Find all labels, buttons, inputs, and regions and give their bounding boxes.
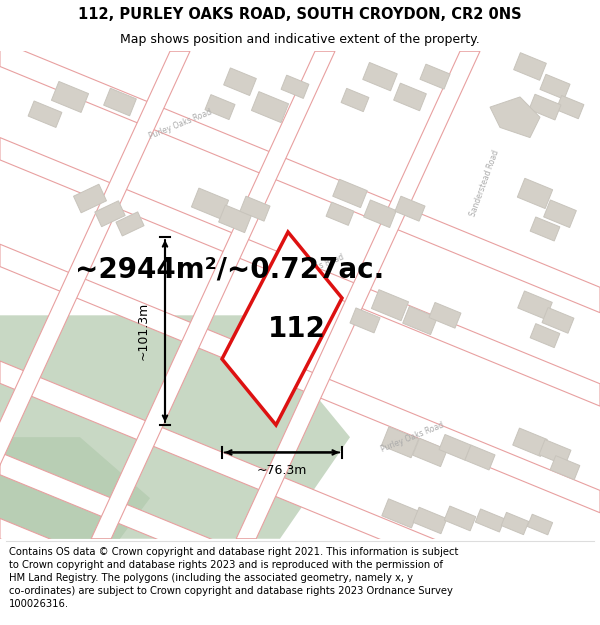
Polygon shape xyxy=(530,324,560,348)
Polygon shape xyxy=(475,509,505,532)
Polygon shape xyxy=(413,438,447,467)
Polygon shape xyxy=(395,196,425,221)
Polygon shape xyxy=(281,75,309,98)
Polygon shape xyxy=(0,41,600,312)
Polygon shape xyxy=(394,83,427,111)
Text: Map shows position and indicative extent of the property.: Map shows position and indicative extent… xyxy=(120,34,480,46)
Polygon shape xyxy=(341,88,369,112)
Polygon shape xyxy=(218,205,251,232)
Polygon shape xyxy=(0,244,600,512)
Polygon shape xyxy=(403,306,437,334)
Polygon shape xyxy=(364,200,397,228)
Text: Purley Oaks Road: Purley Oaks Road xyxy=(280,253,346,286)
Polygon shape xyxy=(501,512,529,534)
Polygon shape xyxy=(413,508,447,534)
Polygon shape xyxy=(326,202,354,226)
Text: 112: 112 xyxy=(268,314,326,342)
Polygon shape xyxy=(74,184,106,213)
Text: Purley Oaks Road: Purley Oaks Road xyxy=(148,107,214,141)
Polygon shape xyxy=(0,51,190,539)
Polygon shape xyxy=(420,64,450,89)
Polygon shape xyxy=(444,506,476,531)
Polygon shape xyxy=(116,212,144,236)
Text: Contains OS data © Crown copyright and database right 2021. This information is : Contains OS data © Crown copyright and d… xyxy=(9,548,458,609)
Polygon shape xyxy=(429,302,461,328)
Polygon shape xyxy=(382,427,419,458)
Polygon shape xyxy=(550,456,580,479)
Polygon shape xyxy=(518,291,552,319)
Polygon shape xyxy=(539,439,571,465)
Polygon shape xyxy=(382,499,418,528)
Polygon shape xyxy=(529,94,561,120)
Polygon shape xyxy=(530,217,560,241)
Polygon shape xyxy=(224,68,256,96)
Polygon shape xyxy=(333,179,367,208)
Polygon shape xyxy=(540,74,570,99)
Polygon shape xyxy=(240,196,270,221)
Polygon shape xyxy=(251,92,289,123)
Polygon shape xyxy=(0,452,600,625)
Text: Sanderstead Road: Sanderstead Road xyxy=(468,149,500,218)
Polygon shape xyxy=(514,52,547,80)
Text: 112, PURLEY OAKS ROAD, SOUTH CROYDON, CR2 0NS: 112, PURLEY OAKS ROAD, SOUTH CROYDON, CR… xyxy=(78,7,522,22)
Polygon shape xyxy=(91,51,335,539)
Polygon shape xyxy=(52,81,89,112)
Polygon shape xyxy=(0,361,600,625)
Polygon shape xyxy=(465,445,495,470)
Polygon shape xyxy=(205,94,235,119)
Polygon shape xyxy=(0,519,600,625)
Polygon shape xyxy=(513,428,547,456)
Polygon shape xyxy=(0,315,350,539)
Polygon shape xyxy=(542,308,574,333)
Polygon shape xyxy=(490,97,540,138)
Text: ~76.3m: ~76.3m xyxy=(257,464,307,478)
Polygon shape xyxy=(0,438,150,539)
Polygon shape xyxy=(28,101,62,127)
Polygon shape xyxy=(104,88,136,116)
Polygon shape xyxy=(527,514,553,535)
Polygon shape xyxy=(544,200,577,228)
Polygon shape xyxy=(222,232,342,425)
Polygon shape xyxy=(439,434,471,460)
Text: ~2944m²/~0.727ac.: ~2944m²/~0.727ac. xyxy=(76,256,385,284)
Polygon shape xyxy=(191,188,229,219)
Polygon shape xyxy=(95,201,125,227)
Polygon shape xyxy=(236,51,480,539)
Text: Purley Oaks Road: Purley Oaks Road xyxy=(380,421,446,454)
Polygon shape xyxy=(350,308,380,333)
Polygon shape xyxy=(363,62,397,91)
Polygon shape xyxy=(556,96,584,119)
Polygon shape xyxy=(371,289,409,321)
Text: ~101.3m: ~101.3m xyxy=(137,302,149,360)
Polygon shape xyxy=(0,138,600,406)
Polygon shape xyxy=(517,178,553,209)
